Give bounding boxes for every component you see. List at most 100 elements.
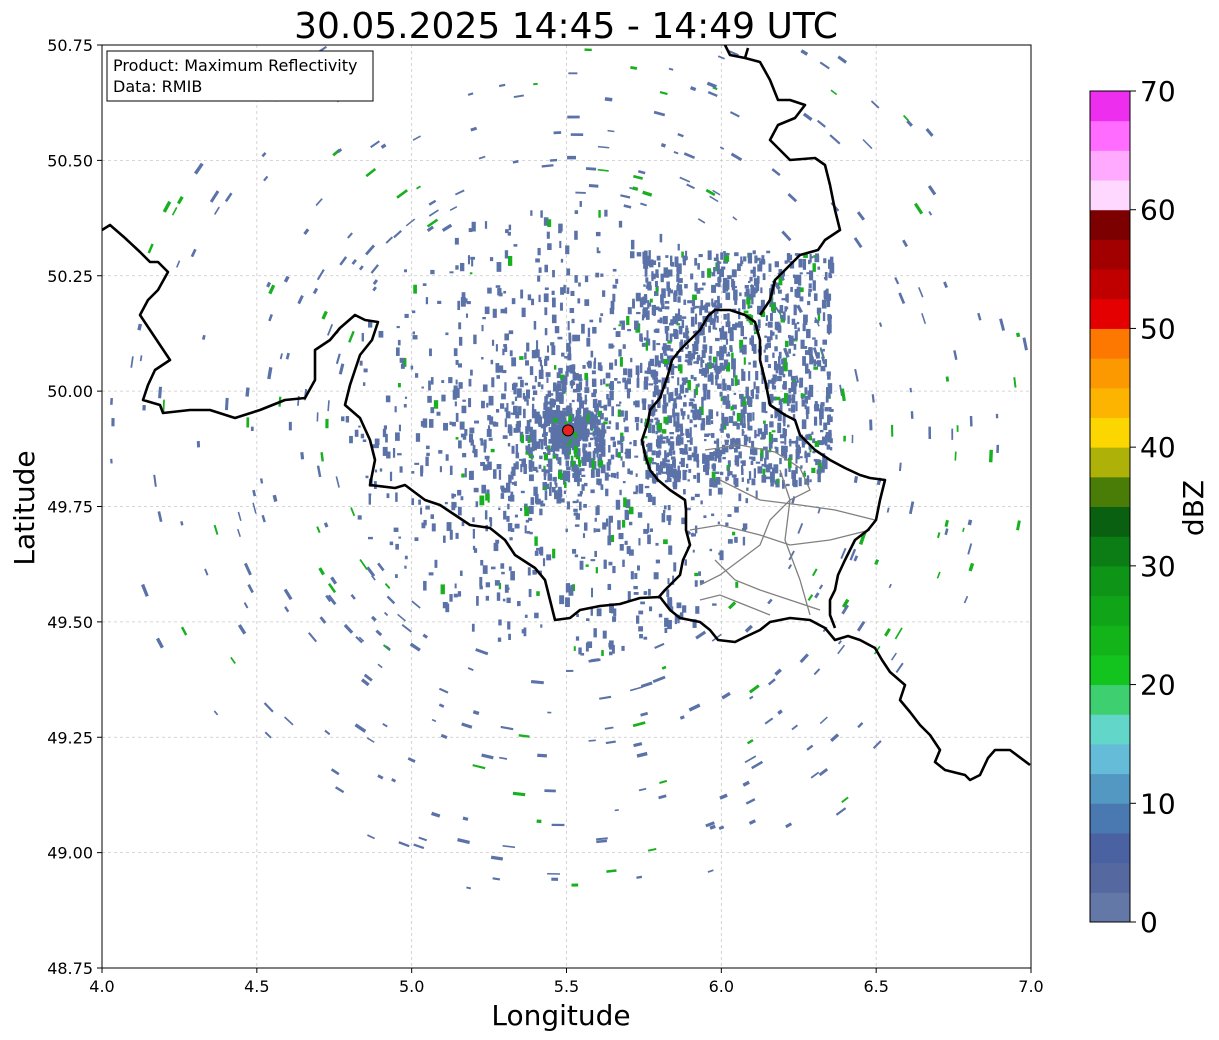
echo-cell [663,416,669,424]
echo-cell [668,415,673,423]
echo-cell [565,528,568,533]
echo-cell [619,320,622,324]
echo-cell [524,525,527,534]
echo-cell [403,404,407,408]
echo-cell [412,331,416,335]
echo-cell [804,395,809,404]
echo-cell [543,410,549,419]
echo-cell [720,397,724,401]
echo-cell [267,367,273,380]
echo-cell [520,490,525,494]
echo-cell [648,250,651,260]
echo-cell [679,325,683,335]
echo-cell [822,312,826,322]
echo-cell [827,436,832,442]
echo-cell [540,503,546,507]
echo-cell [644,370,648,374]
echo-cell [753,331,759,335]
echo-cell [878,322,883,328]
echo-cell [814,401,818,405]
echo-cell [608,522,611,528]
echo-cell [638,483,644,494]
echo-cell [425,297,429,305]
echo-cell [459,570,463,576]
echo-cell [510,412,516,415]
echo-cell [731,278,735,288]
echo-cell [756,257,761,261]
echo-cell [765,464,771,473]
echo-cell [748,684,760,694]
echo-cell [936,532,941,539]
echo-cell [598,453,602,459]
y-tick-label: 50.00 [47,382,93,401]
echo-cell [617,381,621,384]
echo-cell [663,267,669,278]
echo-cell [727,514,732,517]
echo-cell [699,305,703,316]
echo-cell [668,545,673,555]
echo-cell [817,313,821,321]
echo-cell [685,387,689,393]
echo-cell [598,210,601,218]
echo-cell [571,364,576,370]
echo-cell [454,189,465,196]
echo-cell [476,595,479,606]
echo-cell [819,417,822,426]
echo-cell [414,373,419,378]
echo-cell [734,439,739,448]
echo-cell [614,809,619,812]
echo-cell [550,393,554,396]
echo-cell [549,158,558,162]
echo-cell [781,298,787,301]
echo-cell [988,449,993,463]
echo-cell [717,368,721,375]
echo-cell [404,269,407,273]
echo-cell [574,275,578,283]
echo-cell [552,269,555,278]
echo-cell [558,367,563,374]
echo-cell [545,401,551,405]
echo-cell [870,100,880,109]
echo-cell [784,445,788,453]
echo-cell [582,413,587,421]
echo-cell [620,456,623,461]
echo-cell [788,369,793,377]
echo-cell [285,352,290,360]
echo-cell [395,347,400,356]
echo-cell [404,396,408,399]
y-tick-label: 49.25 [47,728,93,747]
echo-cell [694,406,698,414]
echo-cell [610,300,615,310]
echo-cell [334,786,345,794]
echo-cell [454,583,457,589]
regional-border-line [689,524,871,546]
echo-cell [737,263,741,271]
echo-cell [425,456,429,467]
echo-cell [511,357,517,367]
echo-cell [724,441,729,445]
border-belgium-france-west [101,223,1031,782]
echo-cell [647,494,653,502]
echo-cell [348,330,355,343]
echo-cell [513,94,525,98]
x-tick-label: 5.0 [399,977,424,996]
echo-cell [815,459,820,466]
echo-cell [776,282,780,289]
echo-cell [506,597,511,604]
echo-cell [446,522,452,531]
echo-cell [307,632,318,643]
echo-cell [443,535,446,543]
colorbar-tick-label: 60 [1140,194,1176,227]
echo-cell [535,470,539,473]
echo-cell [704,454,710,466]
echo-cell [575,409,579,418]
echo-cell [441,223,453,232]
echo-cell [506,402,509,412]
echo-cell [566,501,571,510]
echo-cell [430,269,435,275]
echo-cell [925,128,934,137]
echo-cell [596,839,608,844]
colorbar-tick-label: 20 [1140,669,1176,702]
echo-cell [557,380,562,384]
